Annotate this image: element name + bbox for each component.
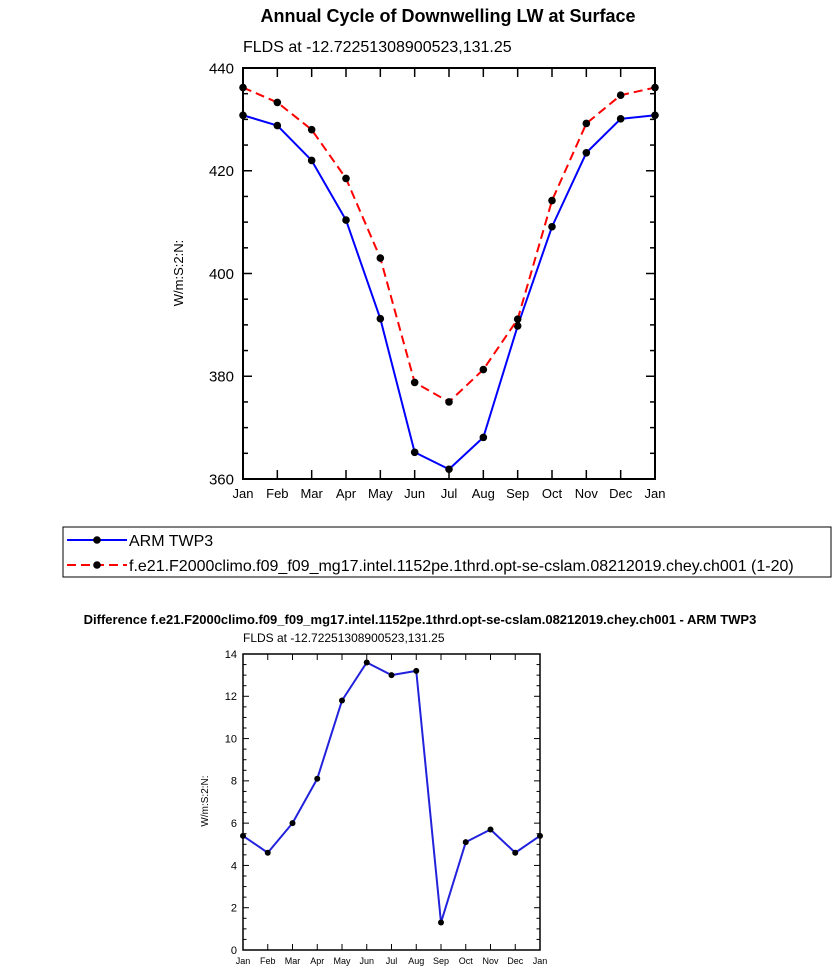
chart1-series-1-point: [239, 83, 247, 92]
chart1-series-line-1: [242, 86, 656, 403]
chart1-ytick-label: 440: [209, 60, 234, 77]
chart1-series-0-point: [479, 433, 488, 442]
chart1-subtitle: FLDS at -12.72251308900523,131.25: [243, 39, 512, 56]
chart2-plot-area: Jan Feb Mar Apr May Jun Jul Aug Sep Oct Nov Dec Jan0…: [225, 649, 548, 966]
chart1-series-0-point: [513, 322, 522, 330]
chart1-xtick-label: Feb: [266, 486, 288, 501]
chart1-legend: ARM TWP3 f.e21.F2000climo.f09_f09_mg17.i…: [62, 526, 832, 578]
chart2-ytick-label: 14: [225, 649, 237, 661]
chart1-series-0-point: [651, 111, 659, 120]
chart2-xtick-label: Sep: [433, 956, 449, 966]
chart1-series-1-point: [651, 83, 659, 92]
chart1-series-1-point: [616, 91, 625, 100]
chart2-series-0-point: [264, 849, 271, 856]
chart1-series-1-point: [479, 365, 488, 374]
chart2-xtick-label: May: [333, 956, 351, 966]
chart2-series-0-point: [462, 839, 469, 846]
chart2-ytick-label: 10: [225, 733, 237, 745]
chart1-ylabel: W/m:S:2:N:: [171, 240, 186, 306]
chart1-xtick-label: Oct: [542, 486, 563, 501]
chart1-series-0-point: [307, 156, 316, 165]
chart2-title: Difference f.e21.F2000climo.f09_f09_mg17…: [84, 612, 757, 627]
chart1-series-line-0: [242, 114, 656, 471]
legend-label-model: f.e21.F2000climo.f09_f09_mg17.intel.1152…: [129, 558, 794, 575]
chart1-series-1-point: [273, 98, 282, 107]
chart1-ytick-label: 420: [209, 163, 234, 180]
chart1-frame: [242, 67, 656, 480]
chart2-xtick-label: Jul: [386, 956, 398, 966]
chart1-series-0-point: [616, 115, 625, 123]
legend-label-arm: ARM TWP3: [129, 533, 213, 550]
chart1-series-1-point: [548, 196, 556, 205]
chart2-xtick-label: Jan: [236, 956, 251, 966]
chart1-ytick-label: 360: [209, 471, 234, 488]
chart2-series-line-0: [242, 661, 541, 924]
chart2-ytick-label: 8: [231, 776, 237, 788]
chart2-series-0-point: [314, 775, 321, 782]
chart1-xtick-label: Apr: [336, 486, 357, 501]
chart1-series-1-point: [582, 119, 591, 128]
legend-marker-model: [93, 561, 101, 569]
chart2-series-0-point: [289, 820, 296, 827]
chart1-xtick-label: Nov: [575, 486, 599, 501]
chart2-series-0-point: [413, 667, 420, 674]
chart2-xtick-label: Apr: [310, 956, 324, 966]
chart2-series-0-point: [537, 832, 543, 839]
chart1-xtick-label: Aug: [472, 486, 495, 501]
chart2-series-0-point: [438, 919, 444, 926]
chart2-xtick-label: Feb: [260, 956, 276, 966]
chart1-xtick-label: Dec: [609, 486, 633, 501]
chart2-xtick-label: Aug: [408, 956, 424, 966]
chart2-ytick-label: 2: [231, 903, 237, 915]
chart2-xtick-label: Oct: [459, 956, 474, 966]
legend-marker-arm: [93, 536, 101, 544]
chart2-ytick-label: 0: [231, 945, 237, 957]
chart1-xtick-label: Jan: [233, 486, 254, 501]
chart1-title: Annual Cycle of Downwelling LW at Surfac…: [260, 6, 635, 26]
chart2-xtick-label: Jan: [533, 956, 548, 966]
chart1-series-1-point: [410, 378, 419, 387]
chart2-series-0-point: [388, 672, 395, 679]
chart2-ytick-label: 6: [231, 818, 237, 830]
chart1-series-1-point: [307, 125, 316, 134]
chart2-xtick-label: Mar: [285, 956, 301, 966]
chart1-series-0-point: [239, 111, 247, 120]
chart1-series-0-point: [582, 148, 591, 157]
chart1-plot-area: Jan Feb Mar Apr May Jun Jul Aug Sep Oct Nov Dec Jan3…: [209, 60, 666, 501]
chart1-ytick-label: 400: [209, 266, 234, 283]
chart1-series-0-point: [273, 121, 282, 130]
chart1-series-0-point: [410, 448, 419, 457]
chart2-frame: [242, 653, 541, 951]
chart2-series-0-point: [339, 697, 345, 704]
chart1-ytick-label: 380: [209, 369, 234, 386]
chart2-xtick-label: Nov: [482, 956, 499, 966]
chart2-xtick-label: Dec: [507, 956, 524, 966]
chart1-xtick-label: Mar: [300, 486, 323, 501]
chart2-xtick-label: Jun: [359, 956, 374, 966]
chart1-xtick-label: Jul: [441, 486, 458, 501]
chart1-series-0-point: [342, 216, 350, 224]
chart2-ytick-label: 4: [231, 860, 237, 872]
chart1-xtick-label: Jan: [645, 486, 666, 501]
chart1-series-1-point: [376, 254, 385, 262]
chart2-ytick-label: 12: [225, 691, 237, 703]
chart1-series-1-point: [445, 398, 453, 406]
chart1-series-1-point: [342, 174, 350, 183]
chart2-subtitle: FLDS at -12.72251308900523,131.25: [243, 631, 445, 645]
chart2-series-0-point: [487, 826, 494, 833]
chart1-series-1-point: [513, 315, 522, 324]
chart1-series-0-point: [548, 222, 556, 231]
chart1-series-0-point: [445, 465, 453, 474]
chart1-xtick-label: Sep: [506, 486, 529, 501]
legend-box: [62, 526, 832, 578]
chart1-series-0-point: [376, 314, 385, 323]
chart1-xtick-label: May: [368, 486, 393, 501]
chart2-series-0-point: [240, 832, 246, 839]
chart2-ylabel: W/m:S:2:N:: [200, 775, 211, 826]
chart1-xtick-label: Jun: [404, 486, 425, 501]
chart2-series-0-point: [512, 849, 519, 856]
chart2-series-0-point: [363, 659, 370, 666]
